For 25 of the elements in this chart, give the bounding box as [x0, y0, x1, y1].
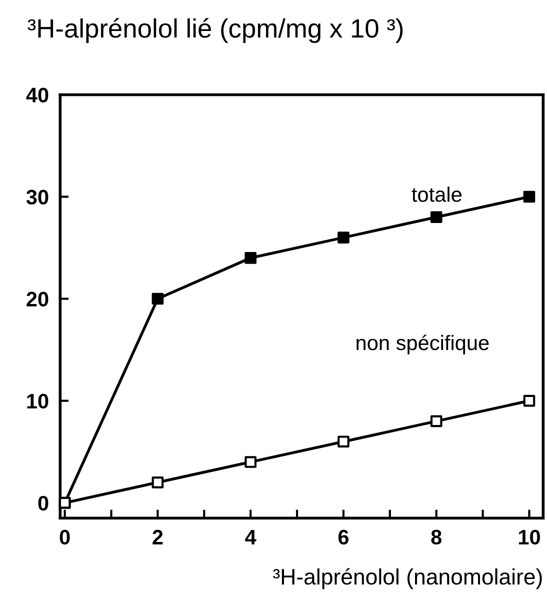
x-tick-label: 10: [518, 530, 540, 545]
x-tick-label: 8: [431, 530, 442, 545]
x-tick-label: 2: [152, 530, 163, 544]
y-tick-label: 30: [26, 190, 48, 205]
y-tick-label: 10: [27, 394, 48, 409]
point: [152, 292, 164, 305]
y-tick-label: 20: [26, 292, 48, 307]
x-tick-label: 4: [245, 530, 256, 544]
text: non spécifique: [356, 334, 489, 354]
series-label: totale: [412, 186, 462, 202]
point: [244, 456, 256, 468]
point: [430, 415, 442, 428]
point: [523, 190, 536, 203]
point: [244, 252, 256, 264]
y-tick-label: 40: [26, 88, 48, 102]
y-axis-title: ³H-alprénolol lié (cpm/mg x 10 ³): [28, 18, 403, 44]
point: [430, 211, 442, 224]
x-tick-label: 0: [60, 530, 70, 545]
point: [338, 232, 350, 244]
point: [152, 476, 164, 488]
point: [523, 394, 536, 407]
y-tick-label: 0: [38, 496, 48, 511]
point: [338, 436, 350, 448]
x-tick-label: 6: [338, 530, 349, 545]
x-axis-title: ³H-alprénolol (nanomolaire): [272, 568, 542, 590]
